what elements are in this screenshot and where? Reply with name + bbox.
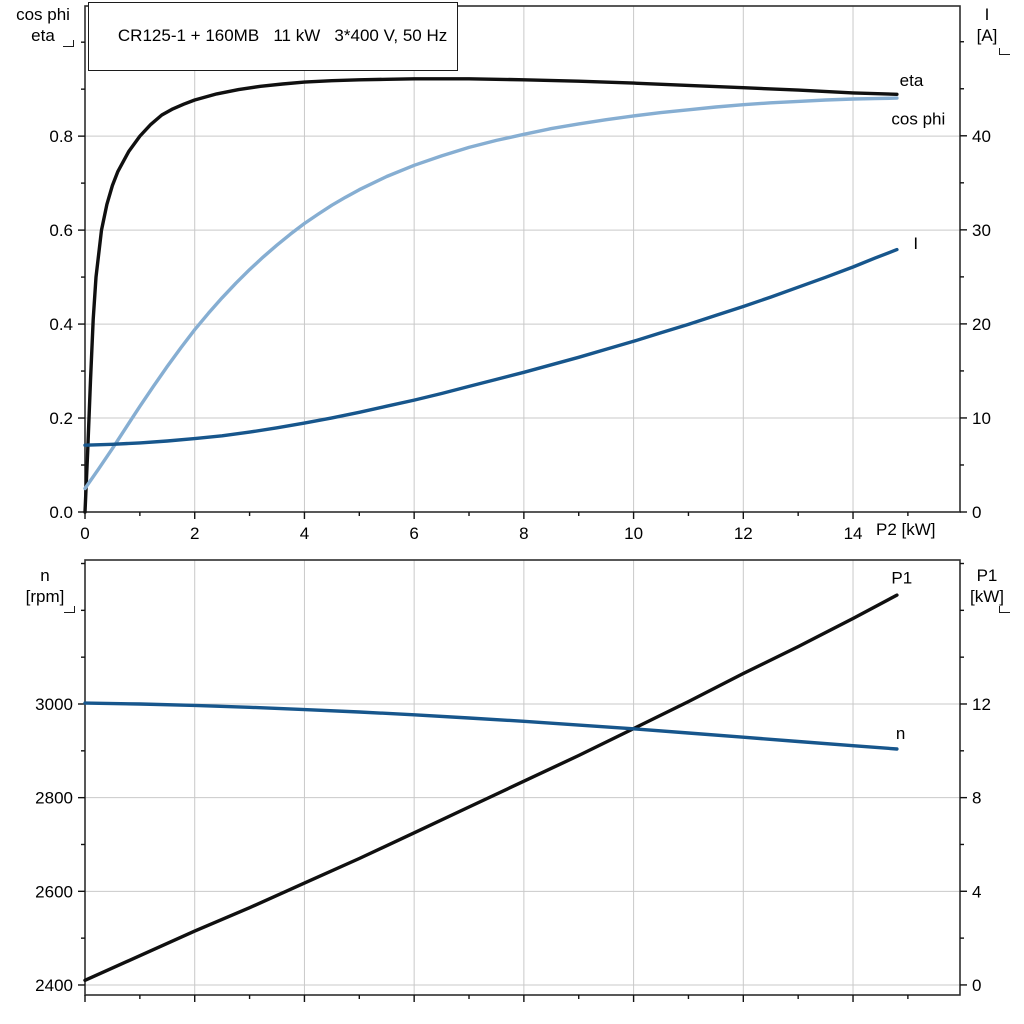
upper-left-axis-header: cos phi eta xyxy=(0,4,86,46)
plot-frame xyxy=(84,5,961,513)
right-axis-tick-label: 0 xyxy=(972,976,981,995)
x-axis-tick-label: 8 xyxy=(519,524,528,543)
series-label-eta: eta xyxy=(900,71,924,90)
lower-right-axis-header-line2: [kW] xyxy=(970,587,1004,606)
right-axis-tick-label: 4 xyxy=(972,882,981,901)
left-axis-tick-label: 0.0 xyxy=(49,503,73,522)
x-axis-tick-label: 14 xyxy=(844,524,863,543)
upper-chart: 0.0 0.2 0.4 0.6 0.8 0 10 20 30 40 0 2 4 6 8 10 12 14 eta co… xyxy=(49,5,991,543)
axis-corner-mark-icon xyxy=(64,606,75,613)
x-axis-tick-label: 0 xyxy=(80,524,89,543)
series-label-I: I xyxy=(913,234,918,253)
upper-right-axis-header: I [A] xyxy=(952,4,1022,46)
series-curve-eta xyxy=(83,77,899,514)
series-curve-cos phi xyxy=(83,96,899,491)
series-curve-I xyxy=(83,247,899,447)
x-axis-tick-label: 4 xyxy=(300,524,309,543)
upper-right-axis-header-line2: [A] xyxy=(976,26,998,45)
chart-title-box: CR125-1 + 160MB 11 kW 3*400 V, 50 Hz xyxy=(88,2,459,71)
series-curve-P1 xyxy=(83,593,899,982)
left-axis-tick-label: 0.2 xyxy=(49,409,73,428)
upper-left-axis-header-line2: eta xyxy=(31,26,55,45)
x-axis-label: P2 [kW] xyxy=(876,520,936,539)
left-axis-tick-label: 3000 xyxy=(35,695,73,714)
axis-corner-mark-icon xyxy=(999,606,1010,613)
right-axis-tick-label: 20 xyxy=(972,315,991,334)
axis-corner-mark-icon xyxy=(999,48,1010,55)
x-axis-tick-label: 2 xyxy=(190,524,199,543)
x-axis-tick-label: 6 xyxy=(409,524,418,543)
axis-corner-mark-icon xyxy=(63,40,74,47)
gridlines xyxy=(85,6,960,512)
left-axis-tick-label: 0.4 xyxy=(49,315,73,334)
series-curve-n xyxy=(83,701,899,751)
left-axis-tick-label: 0.6 xyxy=(49,221,73,240)
lower-chart: 2400 2600 2800 3000 0 4 8 12 P1 n xyxy=(35,559,991,1002)
lower-left-axis-header-line1: n xyxy=(40,566,50,585)
upper-left-axis-header-line1: cos phi xyxy=(16,5,70,24)
chart-title: CR125-1 + 160MB 11 kW 3*400 V, 50 Hz xyxy=(117,26,448,45)
left-axis-tick-label: 0.8 xyxy=(49,127,73,146)
axis-ticks xyxy=(78,562,967,1002)
x-axis-tick-label: 10 xyxy=(624,524,643,543)
right-axis-tick-label: 10 xyxy=(972,409,991,428)
right-axis-tick-label: 30 xyxy=(972,221,991,240)
lower-right-axis-header-line1: P1 xyxy=(976,566,998,585)
left-axis-tick-label: 2400 xyxy=(35,976,73,995)
left-axis-tick-label: 2800 xyxy=(35,789,73,808)
series-label-P1: P1 xyxy=(891,569,912,588)
axis-ticks xyxy=(78,41,967,519)
right-axis-tick-label: 8 xyxy=(972,789,981,808)
right-axis-tick-label: 0 xyxy=(972,503,981,522)
plot-frame xyxy=(84,559,961,996)
lower-left-axis-header-line2: [rpm] xyxy=(25,587,65,606)
gridlines xyxy=(85,560,960,995)
series-label-cos phi: cos phi xyxy=(891,109,945,128)
series-label-n: n xyxy=(896,724,905,743)
lower-right-axis-header: P1 [kW] xyxy=(952,565,1022,607)
upper-right-axis-header-line1: I xyxy=(984,5,990,24)
left-axis-tick-label: 2600 xyxy=(35,882,73,901)
x-axis-tick-label: 12 xyxy=(734,524,753,543)
right-axis-tick-label: 12 xyxy=(972,695,991,714)
right-axis-tick-label: 40 xyxy=(972,127,991,146)
lower-left-axis-header: n [rpm] xyxy=(2,565,88,607)
